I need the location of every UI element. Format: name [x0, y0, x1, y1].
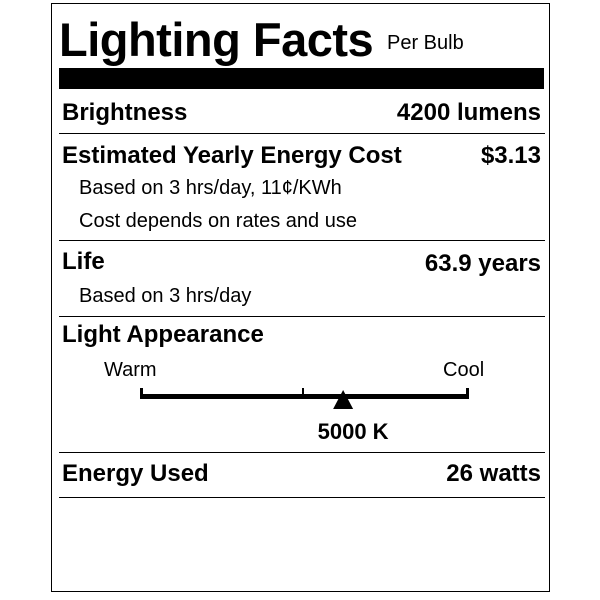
cool-label: Cool [443, 359, 485, 381]
scale-marker-triangle [333, 390, 354, 409]
divider [59, 316, 545, 317]
energy-cost-label: Estimated Yearly Energy Cost [62, 142, 402, 169]
scale-tick-cool [466, 388, 469, 399]
divider [59, 452, 545, 453]
light-appearance-label: Light Appearance [62, 321, 264, 348]
energy-cost-value: $3.13 [480, 142, 541, 169]
divider [59, 497, 545, 498]
label-title: Lighting Facts [59, 13, 374, 66]
label-subtitle: Per Bulb [387, 32, 464, 54]
brightness-label: Brightness [62, 99, 188, 126]
energy-used-label: Energy Used [62, 460, 209, 487]
energy-used-value: 26 watts [446, 460, 541, 487]
divider [59, 133, 545, 134]
energy-cost-note: Cost depends on rates and use [79, 210, 357, 232]
brightness-value: 4200 lumens [396, 99, 541, 126]
lighting-facts-label [51, 3, 550, 592]
life-note: Based on 3 hrs/day [79, 285, 252, 307]
scale-tick-warm [140, 388, 143, 399]
header-bar [59, 68, 544, 89]
life-value: 63.9 years [424, 250, 541, 277]
warm-label: Warm [104, 359, 157, 381]
divider [59, 240, 545, 241]
energy-cost-note: Based on 3 hrs/day, 11¢/KWh [79, 177, 342, 199]
color-temperature-value: 5000 K [317, 419, 389, 444]
scale-tick-mid [302, 388, 304, 399]
scale-bar [140, 394, 469, 399]
life-label: Life [62, 248, 105, 275]
